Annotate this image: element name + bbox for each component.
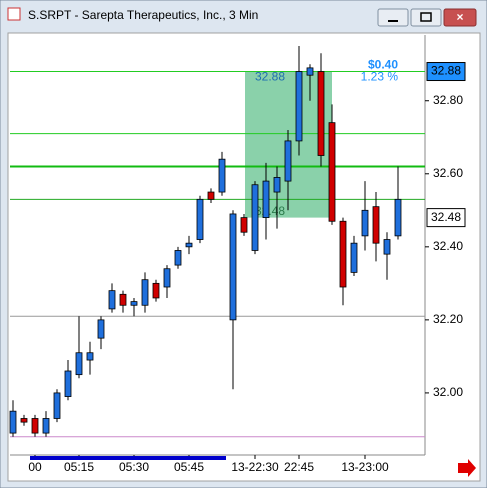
candle-body xyxy=(295,71,303,142)
candle-body xyxy=(64,370,72,397)
y-tick-label: 32.60 xyxy=(433,166,463,180)
target-bottom-label: 32.48 xyxy=(255,204,285,218)
x-tick-label: 05:45 xyxy=(174,460,204,474)
price-marker-label: 32.88 xyxy=(431,64,461,78)
x-tick-label: 00 xyxy=(28,460,42,474)
target-top-label: 32.88 xyxy=(255,70,285,84)
y-tick-label: 32.20 xyxy=(433,312,463,326)
chart-area xyxy=(7,32,481,482)
y-tick-label: 32.40 xyxy=(433,239,463,253)
x-tick-label: 13-23:00 xyxy=(341,460,389,474)
candle-body xyxy=(372,206,380,244)
candle-body xyxy=(317,71,325,156)
candle-body xyxy=(42,418,50,434)
candle-body xyxy=(130,301,138,306)
candle-body xyxy=(361,209,369,237)
candle-body xyxy=(86,352,94,361)
close-button[interactable] xyxy=(443,8,477,27)
candle-body xyxy=(383,239,391,255)
target-amount: $0.40 xyxy=(368,58,398,72)
candle-body xyxy=(218,158,226,193)
candle-body xyxy=(20,418,28,423)
scroll-right-arrow[interactable] xyxy=(458,459,476,477)
x-tick-label: 05:15 xyxy=(64,460,94,474)
price-marker-label: 32.48 xyxy=(431,210,461,224)
candle-body xyxy=(174,250,182,266)
candle-body xyxy=(207,191,215,200)
candle-body xyxy=(240,217,248,233)
y-tick-label: 32.00 xyxy=(433,385,463,399)
candle-body xyxy=(75,352,83,376)
price-marker xyxy=(426,62,466,82)
candle-body xyxy=(9,410,17,434)
candle-body xyxy=(119,293,127,306)
candle-body xyxy=(339,220,347,288)
candle-body xyxy=(229,213,237,321)
candle-body xyxy=(163,268,171,288)
candle-body xyxy=(97,319,105,339)
candle-body xyxy=(328,122,336,222)
window-title: S.SRPT - Sarepta Therapeutics, Inc., 3 M… xyxy=(28,8,258,22)
candle-body xyxy=(108,290,116,310)
candle-body xyxy=(185,242,193,248)
target-percent: 1.23 % xyxy=(361,70,399,84)
candle-body xyxy=(306,67,314,76)
candle-body xyxy=(284,140,292,182)
candle-body xyxy=(31,418,39,434)
x-tick-label: 05:30 xyxy=(119,460,149,474)
minimize-button[interactable] xyxy=(377,8,409,27)
close-icon: × xyxy=(456,10,463,24)
candle-body xyxy=(262,180,270,219)
x-tick-label: 22:45 xyxy=(284,460,314,474)
maximize-button[interactable] xyxy=(410,8,442,27)
window-icon xyxy=(7,7,21,21)
candle-body xyxy=(53,392,61,419)
y-tick-label: 32.80 xyxy=(433,93,463,107)
price-marker xyxy=(426,208,466,228)
candle-body xyxy=(152,282,160,299)
scrollbar[interactable] xyxy=(30,456,226,460)
maximize-icon xyxy=(420,12,432,22)
candle-body xyxy=(141,279,149,306)
candle-body xyxy=(196,198,204,240)
candle-body xyxy=(273,177,281,193)
candle-body xyxy=(251,184,259,251)
candle-body xyxy=(394,198,402,237)
plot: 32.00 32.20 32.40 32.60 32.80 32.88 32.48 $0.40… xyxy=(9,35,466,474)
candle-body xyxy=(350,242,358,273)
x-tick-label: 13-22:30 xyxy=(231,460,279,474)
